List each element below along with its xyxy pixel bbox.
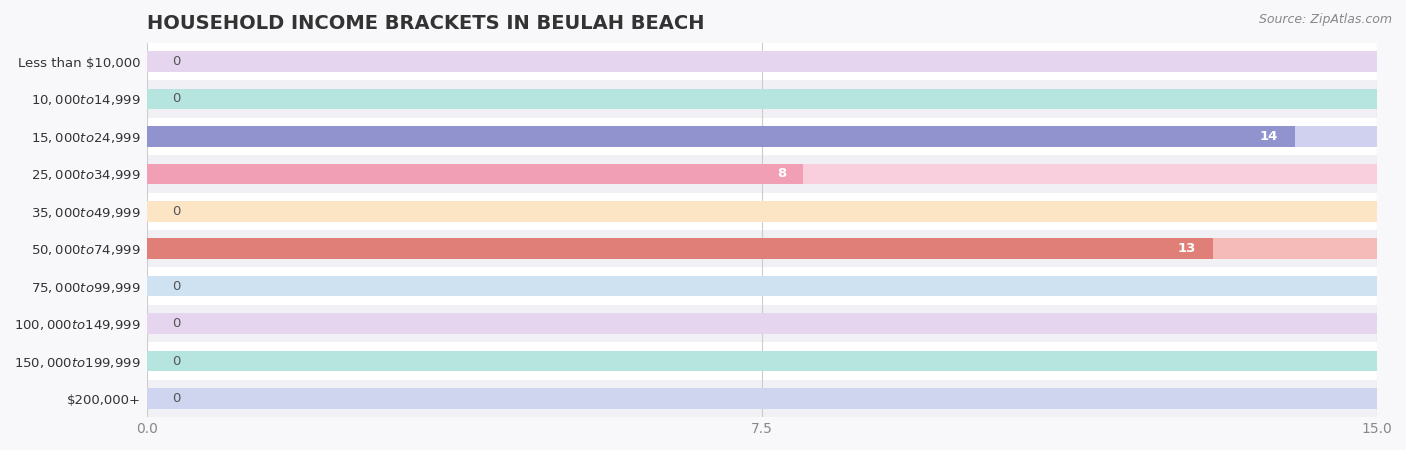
Bar: [148, 163, 1376, 184]
Text: 0: 0: [172, 55, 180, 68]
Bar: [148, 380, 1376, 417]
Text: HOUSEHOLD INCOME BRACKETS IN BEULAH BEACH: HOUSEHOLD INCOME BRACKETS IN BEULAH BEAC…: [148, 14, 704, 33]
Text: 14: 14: [1260, 130, 1278, 143]
Bar: [148, 89, 1376, 109]
Bar: [148, 80, 1376, 117]
Bar: [148, 51, 1376, 72]
Bar: [148, 388, 1376, 409]
Bar: [148, 351, 1376, 371]
Bar: [148, 163, 803, 184]
Bar: [148, 230, 1376, 267]
Text: Source: ZipAtlas.com: Source: ZipAtlas.com: [1258, 14, 1392, 27]
Bar: [148, 126, 1376, 147]
Text: 0: 0: [172, 392, 180, 405]
Bar: [148, 267, 1376, 305]
Bar: [148, 342, 1376, 380]
Bar: [148, 43, 1376, 80]
Bar: [148, 155, 1376, 193]
Bar: [148, 238, 1376, 259]
Text: 8: 8: [778, 167, 786, 180]
Text: 13: 13: [1178, 242, 1197, 255]
Text: 0: 0: [172, 205, 180, 218]
Bar: [148, 126, 1295, 147]
Text: 0: 0: [172, 355, 180, 368]
Text: 0: 0: [172, 280, 180, 292]
Bar: [148, 117, 1376, 155]
Bar: [148, 193, 1376, 230]
Bar: [148, 201, 1376, 221]
Bar: [148, 313, 1376, 334]
Text: 0: 0: [172, 317, 180, 330]
Text: 0: 0: [172, 92, 180, 105]
Bar: [148, 305, 1376, 342]
Bar: [148, 238, 1213, 259]
Bar: [148, 276, 1376, 297]
